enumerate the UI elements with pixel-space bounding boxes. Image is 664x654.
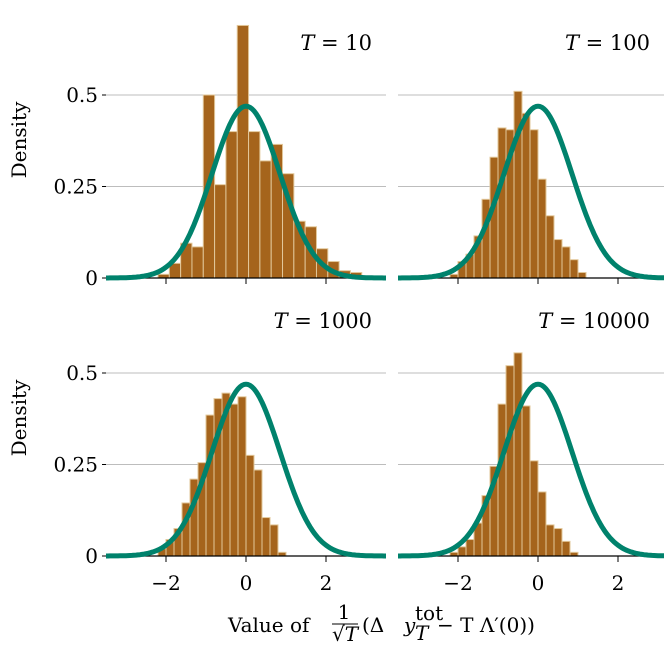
histogram-bar	[269, 524, 279, 557]
histogram-bar	[259, 160, 272, 279]
histogram-bar	[561, 246, 571, 279]
panel-0: 0 0.25 0.5 T = 10	[53, 24, 387, 290]
panel-3: −2 0 2 T = 10000	[397, 309, 664, 595]
histogram-bar	[497, 403, 507, 557]
histogram-bar	[553, 528, 563, 557]
normal-density-curve	[397, 103, 664, 281]
histogram-bar	[205, 414, 215, 557]
x-tick-label: 0	[240, 571, 253, 595]
y-tick-label: 0	[85, 266, 98, 290]
normal-density-curve	[397, 381, 664, 559]
y-axis-label-top: Density	[7, 101, 31, 178]
histogram-bar	[513, 90, 523, 279]
panel-title-value: = 10000	[552, 309, 650, 333]
histogram-bar	[561, 540, 571, 557]
y-tick-label: 0.25	[53, 453, 98, 477]
y-axis-label-bottom: Density	[7, 379, 31, 456]
x-tick-label: 2	[320, 571, 333, 595]
x-axis-label-expr-sub: T	[415, 621, 430, 645]
x-axis-label-expr-open: (Δ	[362, 613, 384, 637]
normal-density-curve	[105, 103, 387, 281]
panel-title: T = 10000	[538, 309, 650, 333]
x-axis-label-frac-num: 1	[338, 600, 351, 624]
x-tick-label: 0	[532, 571, 545, 595]
x-axis-label-expr-y: y	[403, 613, 416, 637]
histogram-bar	[261, 517, 271, 557]
histogram-bar	[553, 239, 563, 279]
x-axis-label-frac-den: √T	[332, 622, 360, 646]
panel-2: 0 0.25 0.5 −2 0 2 T = 1000	[53, 309, 387, 595]
histogram-bar	[545, 524, 555, 557]
histogram-bar	[545, 215, 555, 279]
histogram-bar	[214, 184, 227, 279]
x-axis-label: Value of 1 √T (Δ y tot T − T Λ′(0))	[227, 600, 535, 646]
x-tick-label: −2	[151, 571, 180, 595]
x-tick-label: −2	[443, 571, 472, 595]
histogram-bar	[237, 396, 247, 557]
panel-title-value: = 10	[314, 31, 372, 55]
panel-title: T = 1000	[274, 309, 372, 333]
histogram-bar	[236, 24, 250, 279]
histogram-bar	[245, 454, 255, 557]
panel-title: T = 10	[300, 31, 372, 55]
histogram-bar	[497, 127, 507, 279]
histogram-bar	[569, 259, 579, 279]
histogram-bar	[248, 131, 261, 279]
y-tick-label: 0.25	[53, 175, 98, 199]
x-tick-label: 2	[612, 571, 625, 595]
x-axis-label-expr-sup: tot	[415, 601, 443, 625]
panel-title-value: = 1000	[288, 309, 372, 333]
panel-title-var: T	[565, 31, 581, 55]
histogram-bar	[537, 178, 547, 279]
histogram-bar	[521, 405, 531, 557]
x-axis-label-prefix: Value of	[227, 613, 311, 637]
histogram-bar	[513, 352, 523, 557]
panel-title-value: = 100	[579, 31, 650, 55]
histogram-bar	[529, 129, 539, 279]
histogram-bar	[225, 131, 238, 279]
histogram-bar	[229, 403, 239, 557]
y-tick-label: 0.5	[66, 83, 98, 107]
panel-1: T = 100	[397, 31, 664, 284]
histogram-bar	[191, 246, 204, 279]
panel-title-var: T	[274, 309, 290, 333]
panel-title: T = 100	[565, 31, 650, 55]
histogram-bar	[521, 112, 531, 279]
panel-title-var: T	[538, 309, 554, 333]
y-tick-label: 0.5	[66, 361, 98, 385]
histogram-bar	[537, 491, 547, 557]
panel-title-var: T	[300, 31, 316, 55]
y-tick-label: 0	[85, 544, 98, 568]
histogram-bar	[457, 546, 467, 557]
histogram-bar	[529, 460, 539, 557]
histogram-bar	[465, 539, 475, 557]
x-axis-label-expr-rest: − T Λ′(0))	[437, 613, 535, 637]
normal-density-curve	[105, 381, 387, 559]
histogram-bar	[253, 469, 263, 557]
histogram-bar	[577, 272, 587, 279]
histogram-bar	[505, 365, 515, 557]
panels: 00.250.5T = 10 T = 10000.250.5−2 0 2T = 100…	[53, 24, 664, 595]
